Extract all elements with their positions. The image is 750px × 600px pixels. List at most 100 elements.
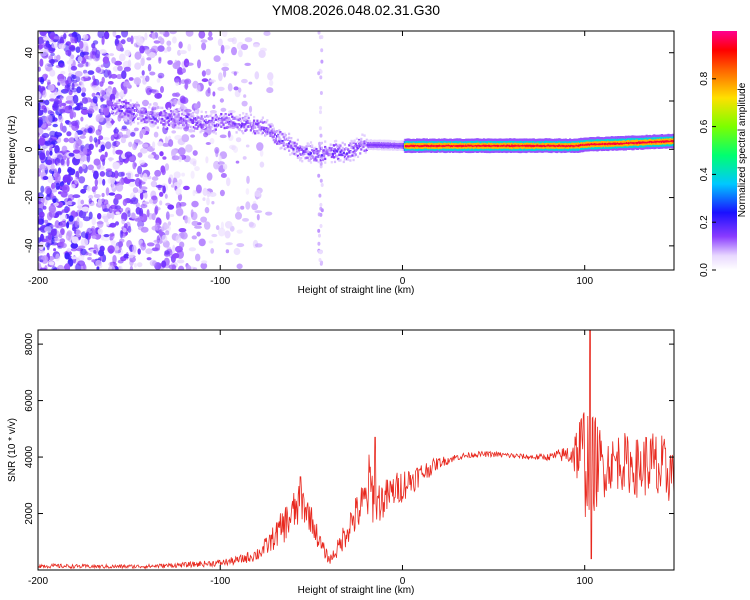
spectrogram-noise-cell [71,236,79,244]
spectrogram-ridge-cell [183,124,186,127]
spectrogram-ridge-cell [336,154,339,158]
spectrogram-noise-cell [38,249,42,256]
spectrogram-ridge-cell [335,139,338,143]
spectrogram-noise-cell [235,137,242,143]
spectrogram-noise-cell [85,233,89,240]
spectrogram-ridge-cell [259,120,262,123]
spectrogram-ridge-cell [535,148,538,151]
spectrogram-noise-cell [124,49,131,57]
snr-x-tick-label: -100 [210,576,230,587]
spectrogram-noise-cell [51,182,56,190]
spectrogram-noise-cell [52,123,58,128]
spectrogram-ridge-cell [640,141,643,144]
spectrogram-ridge-cell [278,142,281,145]
spectrogram-noise-cell [174,78,180,83]
spectrogram-ridge-cell [622,144,625,147]
spectrogram-ridge-cell [128,109,131,113]
spectrogram-ridge-cell [540,148,543,151]
spectrogram-noise-cell [71,74,77,79]
spectrogram-ridge-cell [672,134,674,137]
spectrogram-y-tick-label: 40 [24,47,35,59]
spectrogram-noise-cell [71,201,76,206]
spectrogram-noise-cell [259,149,264,157]
spectrogram-noise-cell [220,107,227,112]
spectrogram-noise-cell [68,152,75,157]
spectrogram-y-tick-label: 0 [24,146,35,152]
spectrogram-noise-cell [208,192,217,197]
spectrogram-noise-cell [139,159,145,165]
spectrogram-noise-cell [114,193,123,200]
spectrogram-ridge-cell [319,155,322,158]
spectrogram-noise-cell [54,173,61,182]
spectrogram-x-tick-label: 0 [400,276,406,287]
spectrogram-noise-cell [169,214,175,217]
spectrogram-ridge-cell [227,122,231,125]
spectrogram-noise-cell [70,54,75,59]
spectrogram-noise-cell [168,264,177,270]
spectrogram-ridge-cell [273,133,276,136]
spectrogram-x-label: Height of straight line (km) [298,285,415,296]
spectrogram-ridge-cell [126,105,129,109]
spectrogram-ridge-cell [202,120,205,123]
spectrogram-noise-cell [267,72,274,81]
spectrogram-noise-cell [140,147,148,154]
spectrogram-noise-cell [60,242,67,249]
spectrogram-ridge-cell [116,105,119,108]
spectrogram-noise-cell [93,249,97,254]
spectrogram-noise-cell [154,205,159,215]
spectrogram-ridge-cell [338,146,341,150]
spectrogram-ridge-cell [546,142,549,146]
spectrogram-ridge-cell [195,109,198,112]
spectrogram-noise-cell [219,134,227,139]
spectrogram-ridge-cell [349,142,352,145]
spectrogram-ridge-cell [110,110,114,113]
spectrogram-ridge-cell [326,151,329,154]
spectrogram-ridge-cell [528,150,531,153]
spectrogram-noise-cell [319,69,323,74]
spectrogram-noise-cell [130,197,139,205]
spectrogram-noise-cell [152,260,157,266]
spectrogram-ridge-cell [254,126,257,129]
spectrogram-noise-cell [256,214,260,221]
spectrogram-noise-cell [60,70,66,75]
spectrogram-ridge-cell [231,121,234,124]
spectrogram-noise-cell [146,257,152,261]
spectrogram-ridge-cell [617,140,620,143]
spectrogram-ridge-cell [558,138,561,141]
spectrogram-noise-cell [113,128,119,134]
spectrogram-ridge-cell [593,145,596,148]
spectrogram-ridge-cell [324,157,327,161]
spectrogram-noise-cell [108,261,114,267]
spectrogram-noise-cell [141,70,145,76]
spectrogram-noise-cell [105,187,110,196]
spectrogram-noise-cell [109,53,114,57]
spectrogram-ridge-cell [570,139,573,142]
spectrogram-ridge-cell [358,140,361,143]
spectrogram-ridge-cell [184,116,187,120]
spectrogram-noise-cell [97,228,103,235]
spectrogram-noise-cell [238,49,243,58]
spectrogram-noise-cell [165,230,170,236]
snr-background [38,330,674,570]
spectrogram-ridge-cell [593,147,596,150]
spectrogram-noise-cell [221,66,230,72]
spectrogram-ridge-cell [242,112,245,115]
spectrogram-ridge-cell [153,111,156,114]
spectrogram-noise-cell [137,165,143,175]
spectrogram-noise-cell [102,213,108,219]
spectrogram-noise-cell [243,94,247,98]
spectrogram-noise-cell [75,136,79,142]
spectrogram-ridge-cell [587,139,590,142]
spectrogram-noise-cell [161,225,165,232]
spectrogram-noise-cell [64,263,71,270]
spectrogram-noise-cell [102,158,106,166]
spectrogram-ridge-cell [347,155,350,158]
spectrogram-noise-cell [65,100,73,104]
spectrogram-noise-cell [147,154,154,159]
spectrogram-ridge-cell [599,137,602,140]
spectrogram-noise-cell [56,224,63,229]
spectrogram-noise-cell [63,33,67,40]
spectrogram-noise-cell [50,188,58,193]
spectrogram-noise-cell [190,170,195,179]
spectrogram-ridge-cell [581,147,584,150]
